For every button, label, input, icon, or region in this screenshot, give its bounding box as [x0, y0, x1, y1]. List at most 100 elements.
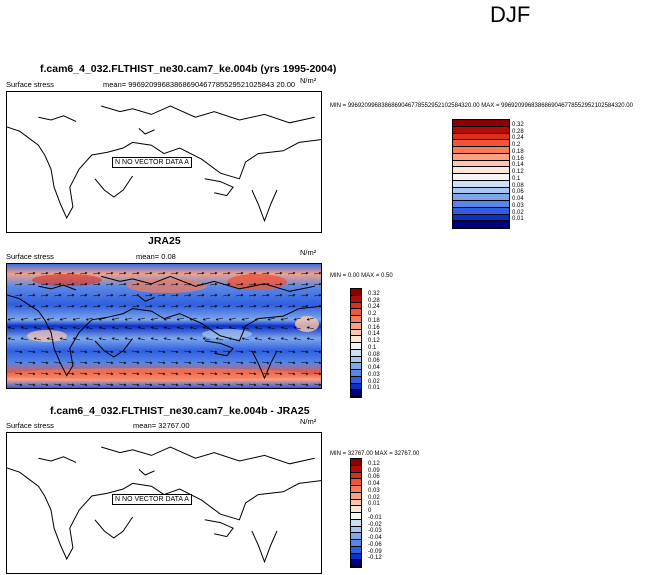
stress-vector: [170, 361, 178, 364]
stress-vector: [300, 283, 308, 286]
stress-vector-head: [162, 304, 166, 308]
stress-vector: [248, 272, 256, 275]
stress-vector-head: [32, 361, 36, 365]
stress-vector-head: [318, 293, 321, 297]
stress-vector-head: [33, 317, 37, 321]
stress-vector-head: [241, 326, 245, 330]
stress-vector: [66, 350, 74, 353]
stress-vector: [157, 272, 165, 275]
panel1-colorbar: [452, 119, 510, 229]
stress-vector-head: [253, 293, 257, 297]
stress-vector: [170, 294, 178, 297]
stress-vector: [281, 338, 289, 341]
coastline-segment: [38, 284, 77, 291]
coastline-segment: [101, 446, 315, 465]
colorbar-swatch: [351, 356, 361, 364]
stress-vector-head: [136, 271, 140, 275]
stress-vector-head: [318, 361, 321, 365]
stress-vector: [209, 350, 217, 353]
stress-vector: [118, 383, 126, 386]
stress-vector: [216, 338, 224, 341]
colorbar-level-label: 0.01: [512, 216, 524, 223]
stress-vector: [73, 317, 81, 320]
stress-vector-head: [201, 361, 205, 365]
stress-vector-head: [227, 293, 231, 297]
stress-vector-head: [58, 383, 62, 387]
coastline-segment: [94, 338, 133, 358]
stress-vector: [79, 361, 87, 364]
stress-vector-head: [267, 337, 271, 341]
stress-vector-head: [318, 282, 321, 286]
stress-vector: [203, 327, 211, 330]
stress-vector-head: [292, 372, 296, 376]
stress-vector: [27, 272, 35, 275]
stress-vector-head: [279, 361, 283, 365]
stress-vector-head: [45, 282, 49, 286]
colorbar-swatch: [351, 295, 361, 303]
stress-vector: [183, 361, 191, 364]
stress-vector-head: [110, 271, 114, 275]
colorbar-swatch: [351, 289, 361, 296]
colorbar-level-label: 0.18: [368, 317, 380, 324]
stress-vector-head: [149, 361, 153, 365]
stress-vector-head: [240, 372, 244, 376]
stress-vector: [300, 383, 308, 386]
stress-vector-head: [175, 271, 179, 275]
stress-vector: [105, 294, 113, 297]
stress-vector-head: [214, 383, 218, 387]
stress-vector: [21, 327, 29, 330]
coastline-segment: [138, 295, 155, 302]
stress-vector-head: [136, 293, 140, 297]
stress-vector-head: [163, 326, 167, 330]
stress-vector: [99, 327, 107, 330]
panel1-minmax: MIN = 9969209968386869046778552952102584…: [330, 103, 633, 109]
stress-vector-head: [84, 372, 88, 376]
stress-vector-head: [253, 383, 257, 387]
stress-vector: [14, 361, 22, 364]
stress-vector: [196, 361, 204, 364]
stress-vector: [209, 294, 217, 297]
stress-vector-head: [137, 317, 141, 321]
season-label: DJF: [490, 2, 531, 27]
stress-vector-head: [305, 372, 309, 376]
stress-vector: [261, 272, 269, 275]
stress-vector-head: [188, 383, 192, 387]
stress-vector: [196, 383, 204, 386]
colorbar-swatch: [453, 207, 509, 215]
stress-vector-head: [305, 304, 309, 308]
stress-vector: [92, 350, 100, 353]
coastline-segment: [251, 350, 278, 380]
stress-vector-head: [58, 282, 62, 286]
colorbar-swatch: [351, 390, 361, 397]
stress-vector-head: [32, 293, 36, 297]
stress-vector-head: [97, 361, 101, 365]
stress-vector-head: [292, 361, 296, 365]
stress-vector: [209, 272, 217, 275]
colorbar-level-label: 0.14: [368, 331, 380, 338]
colorbar-level-label: 0.03: [512, 202, 524, 209]
stress-vector-head: [293, 326, 297, 330]
stress-vector: [151, 338, 159, 341]
stress-vector: [79, 305, 87, 308]
stress-vector-head: [227, 372, 231, 376]
stress-vector-head: [162, 372, 166, 376]
stress-vector: [216, 317, 224, 320]
colorbar-swatch: [453, 221, 509, 228]
stress-vector-head: [19, 271, 23, 275]
stress-vector-head: [306, 326, 310, 330]
colorbar-level-label: 0.03: [368, 371, 380, 378]
colorbar-level-label: 0.01: [368, 501, 380, 508]
stress-vector: [183, 350, 191, 353]
stress-vector: [209, 361, 217, 364]
stress-vector: [287, 294, 295, 297]
stress-vector: [92, 383, 100, 386]
stress-vector-head: [253, 361, 257, 365]
stress-vector: [222, 272, 230, 275]
stress-vector-head: [241, 337, 245, 341]
stress-vector: [274, 272, 282, 275]
stress-vector-head: [71, 304, 75, 308]
stress-vector-head: [175, 282, 179, 286]
stress-vector-head: [306, 317, 310, 321]
stress-vector-head: [240, 304, 244, 308]
stress-vector-head: [202, 337, 206, 341]
